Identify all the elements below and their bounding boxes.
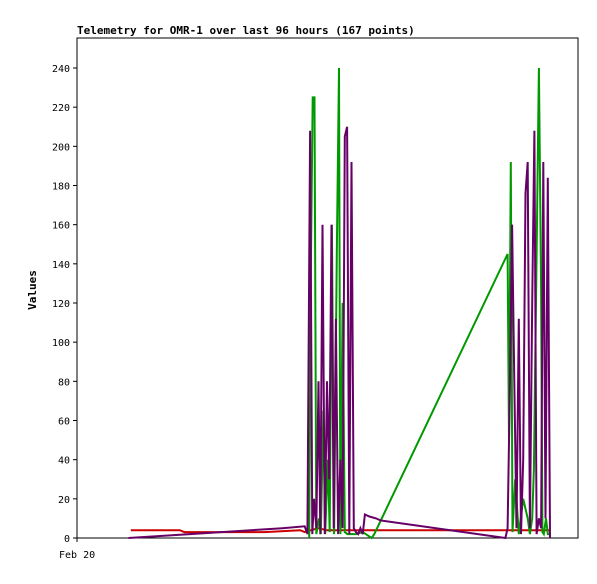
y-tick-label-180: 180 [52,182,70,193]
chart-title: Telemetry for OMR-1 over last 96 hours (… [77,24,415,37]
y-tick-label-160: 160 [52,221,70,232]
y-tick-label-0: 0 [64,534,70,545]
y-tick-label-100: 100 [52,338,70,349]
series-line-0 [130,527,550,534]
y-tick-label-240: 240 [52,64,70,75]
y-tick-label-200: 200 [52,142,70,153]
y-tick-label-120: 120 [52,299,70,310]
y-tick-label-140: 140 [52,260,70,271]
y-axis-label: Values [26,270,39,310]
y-tick-label-40: 40 [58,456,70,467]
x-tick-label-0: Feb 20 [59,550,95,561]
y-tick-label-60: 60 [58,417,70,428]
y-tick-label-20: 20 [58,495,70,506]
plot-area-frame [76,37,579,539]
y-tick-label-220: 220 [52,103,70,114]
y-tick-label-80: 80 [58,377,70,388]
series-line-2 [128,126,551,540]
